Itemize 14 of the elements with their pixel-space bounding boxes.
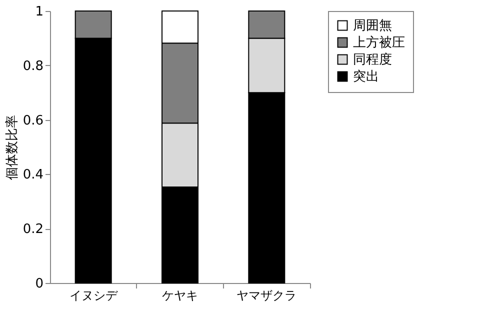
x-tick-label: イヌシデ	[69, 288, 118, 302]
legend-label: 突出	[353, 70, 379, 84]
x-tick-label: ケヤキ	[162, 288, 198, 302]
y-tick-label: 1	[35, 4, 44, 20]
y-tick-label: 0.4	[22, 168, 44, 183]
legend-label: 同程度	[353, 52, 392, 68]
x-tick-label: ヤマザクラ	[236, 288, 297, 302]
legend-label: 周囲無	[353, 18, 392, 34]
y-tick-label: 0.2	[22, 222, 44, 238]
y-tick-label: 0	[35, 276, 44, 292]
legend-label: 上方被圧	[353, 34, 405, 50]
y-tick-label: 0.6	[22, 113, 44, 128]
y-axis-title: 個体数比率	[4, 115, 20, 180]
y-tick-label: 0.8	[22, 58, 44, 74]
